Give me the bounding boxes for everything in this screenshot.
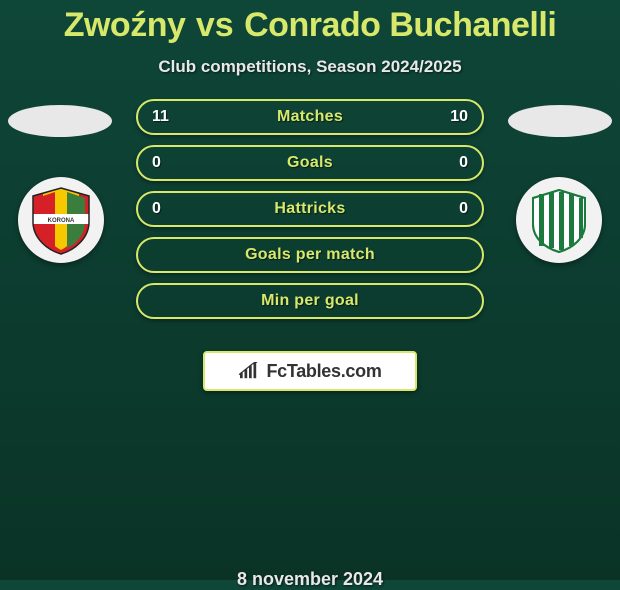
- stat-right-value: 10: [450, 108, 468, 126]
- stat-row-min-per-goal: Min per goal: [136, 283, 484, 319]
- player1-name: Zwoźny: [64, 6, 186, 44]
- stat-label: Goals: [138, 154, 482, 172]
- stat-row-hattricks: 0 Hattricks 0: [136, 191, 484, 227]
- bar-chart-icon: [238, 362, 260, 380]
- stat-pills: 11 Matches 10 0 Goals 0 0 Hattricks 0 Go…: [136, 99, 484, 329]
- club-badge-left: KORONA: [18, 177, 104, 263]
- player1-ellipse: [8, 105, 112, 137]
- club-badge-right: [516, 177, 602, 263]
- stat-row-goals: 0 Goals 0: [136, 145, 484, 181]
- lechia-shield-icon: [523, 184, 595, 256]
- stat-label: Matches: [138, 108, 482, 126]
- stat-right-value: 0: [459, 200, 468, 218]
- stat-row-matches: 11 Matches 10: [136, 99, 484, 135]
- title-row: Zwoźny vs Conrado Buchanelli: [0, 0, 620, 45]
- player2-name: Conrado Buchanelli: [244, 6, 556, 44]
- stat-label: Goals per match: [138, 246, 482, 264]
- subtitle: Club competitions, Season 2024/2025: [0, 57, 620, 77]
- stat-label: Min per goal: [138, 292, 482, 310]
- brand-box: FcTables.com: [203, 351, 417, 391]
- stat-right-value: 0: [459, 154, 468, 172]
- player2-ellipse: [508, 105, 612, 137]
- korona-shield-icon: KORONA: [25, 184, 97, 256]
- svg-text:KORONA: KORONA: [48, 218, 75, 224]
- brand-text: FcTables.com: [266, 361, 381, 382]
- comparison-stage: KORONA 11 Matches 10 0 Goals: [0, 105, 620, 365]
- title-vs: vs: [196, 6, 234, 44]
- stat-label: Hattricks: [138, 200, 482, 218]
- stat-row-goals-per-match: Goals per match: [136, 237, 484, 273]
